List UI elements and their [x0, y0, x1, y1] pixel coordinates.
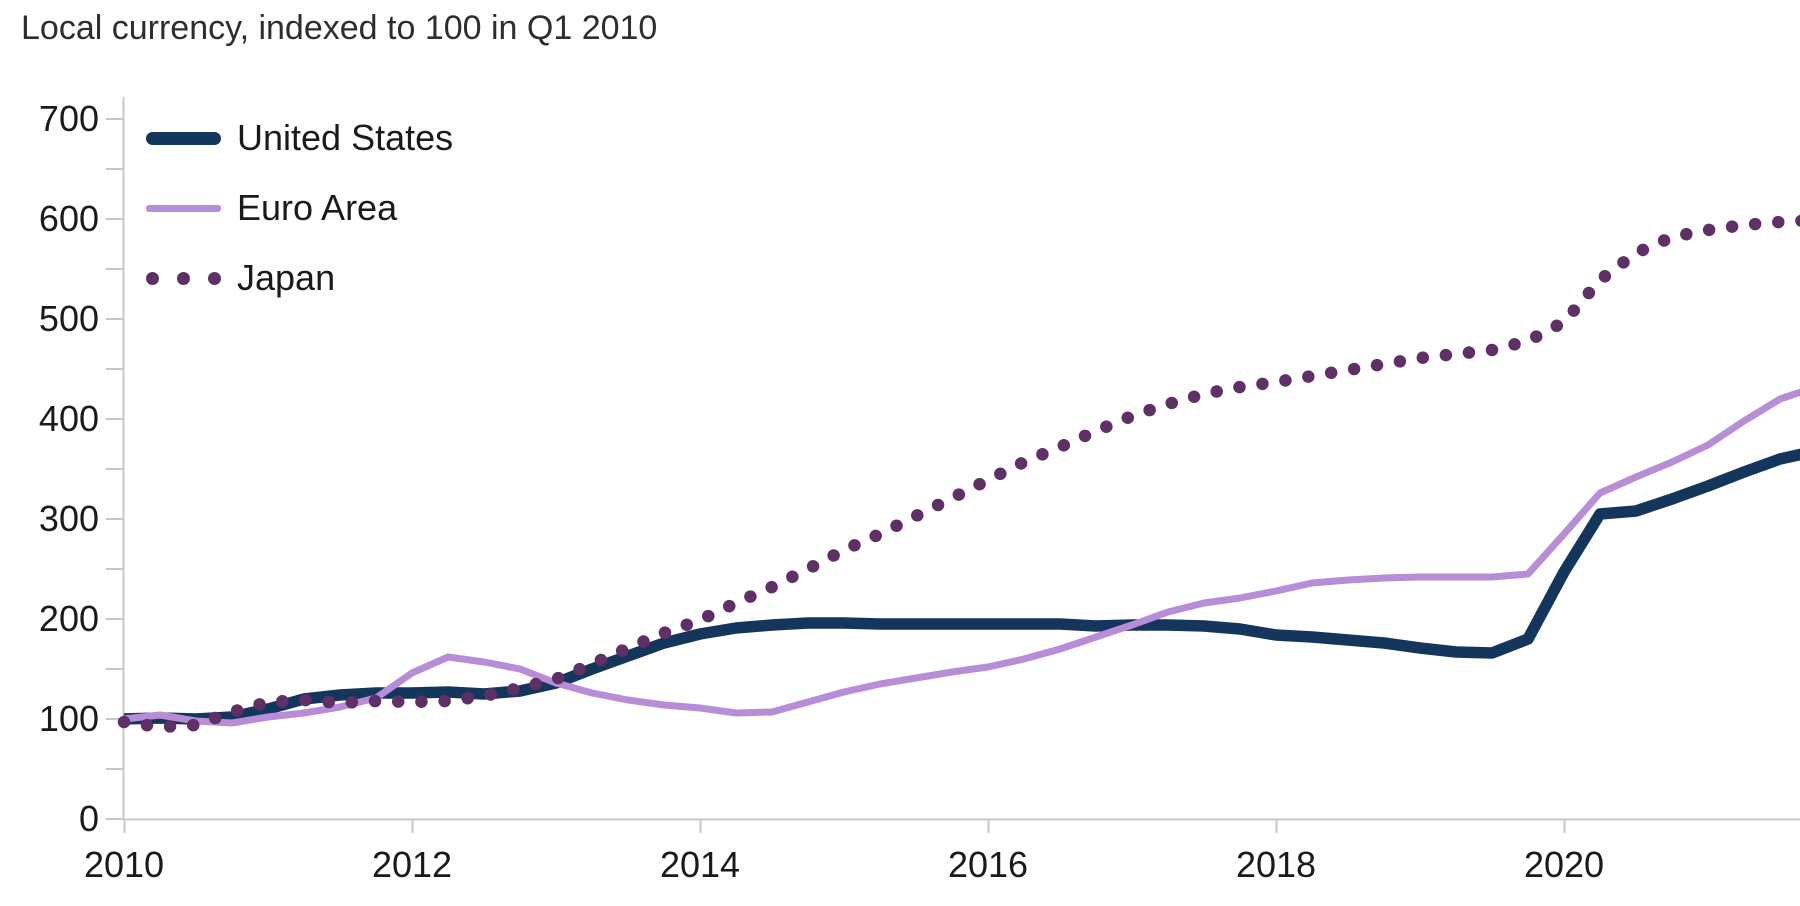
- y-axis-tick-label: 0: [79, 798, 99, 839]
- chart-legend: United States Euro Area Japan: [146, 103, 453, 313]
- x-axis-tick-label: 2018: [1236, 844, 1316, 885]
- y-axis-tick-label: 700: [39, 98, 99, 139]
- series-line-united-states: [123, 448, 1800, 725]
- series-line-euro-area: [123, 388, 1800, 727]
- united-states-line-swatch: [146, 131, 221, 145]
- euro-area-line-swatch: [146, 204, 221, 212]
- legend-label: Japan: [237, 257, 336, 298]
- x-axis-tick-label: 2012: [372, 844, 452, 885]
- y-axis-tick-label: 300: [39, 498, 99, 539]
- y-axis-tick-label: 400: [39, 398, 99, 439]
- page-title: Local currency, indexed to 100 in Q1 201…: [21, 9, 658, 47]
- x-axis-tick-label: 2010: [84, 844, 164, 885]
- x-axis-tick-label: 2016: [948, 844, 1028, 885]
- legend-label: Euro Area: [237, 187, 398, 228]
- legend-item-japan: Japan: [146, 243, 453, 313]
- series-line-japan: [117, 214, 1800, 734]
- y-axis-tick-label: 100: [39, 698, 99, 739]
- japan-dots-swatch: [146, 271, 221, 285]
- x-axis-tick-label: 2014: [660, 844, 740, 885]
- legend-item-euro-area: Euro Area: [146, 173, 453, 243]
- y-axis-tick-label: 200: [39, 598, 99, 639]
- legend-item-united-states: United States: [146, 103, 453, 173]
- y-axis-tick-label: 600: [39, 198, 99, 239]
- x-axis-tick-label: 2020: [1524, 844, 1604, 885]
- y-axis-tick-label: 500: [39, 298, 99, 339]
- legend-label: United States: [237, 117, 454, 158]
